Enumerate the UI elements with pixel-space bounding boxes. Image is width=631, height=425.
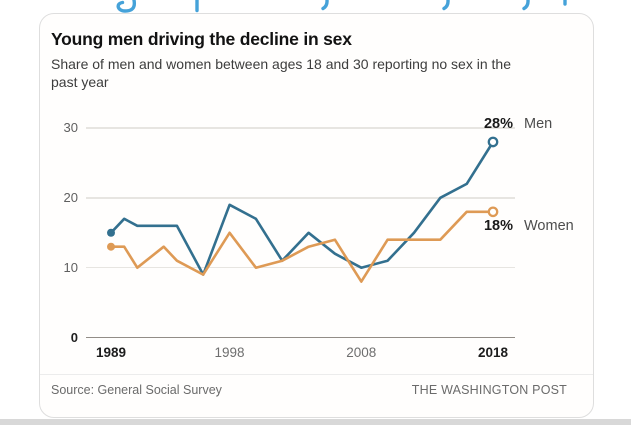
y-tick-0: 0 [70, 329, 78, 345]
publisher-attribution: THE WASHINGTON POST [411, 383, 567, 397]
gridline-y-20 [86, 197, 515, 199]
source-note: Source: General Social Survey [51, 383, 222, 397]
series-name-women: Women [524, 217, 574, 234]
y-tick-10: 10 [63, 259, 78, 275]
bottom-edge-band [0, 419, 631, 425]
y-tick-30: 30 [63, 120, 78, 135]
x-tick-1989: 1989 [95, 345, 127, 360]
x-tick-2008: 2008 [346, 345, 377, 360]
footer-divider [40, 374, 593, 375]
gridline-y-30 [86, 127, 515, 129]
x-tick-1998: 1998 [214, 345, 245, 360]
fragment-g-descender [116, 0, 137, 13]
x-axis-line [86, 336, 515, 339]
y-tick-20: 20 [63, 189, 78, 205]
x-tick-2018: 2018 [477, 345, 509, 360]
gridline-y-10 [86, 266, 515, 269]
end-value-label-women: 18% [483, 217, 513, 234]
series-name-men: Men [524, 115, 553, 132]
fragment-comma [321, 0, 329, 11]
cropped-headline-fragments [116, 0, 567, 13]
chart-title: Young men driving the decline in sex [51, 29, 352, 49]
chart-subtitle: Share of men and women between ages 18 a… [51, 56, 511, 90]
end-value-label-men: 28% [483, 115, 513, 132]
fragment-comma [522, 0, 530, 11]
fragment-comma [442, 0, 450, 11]
